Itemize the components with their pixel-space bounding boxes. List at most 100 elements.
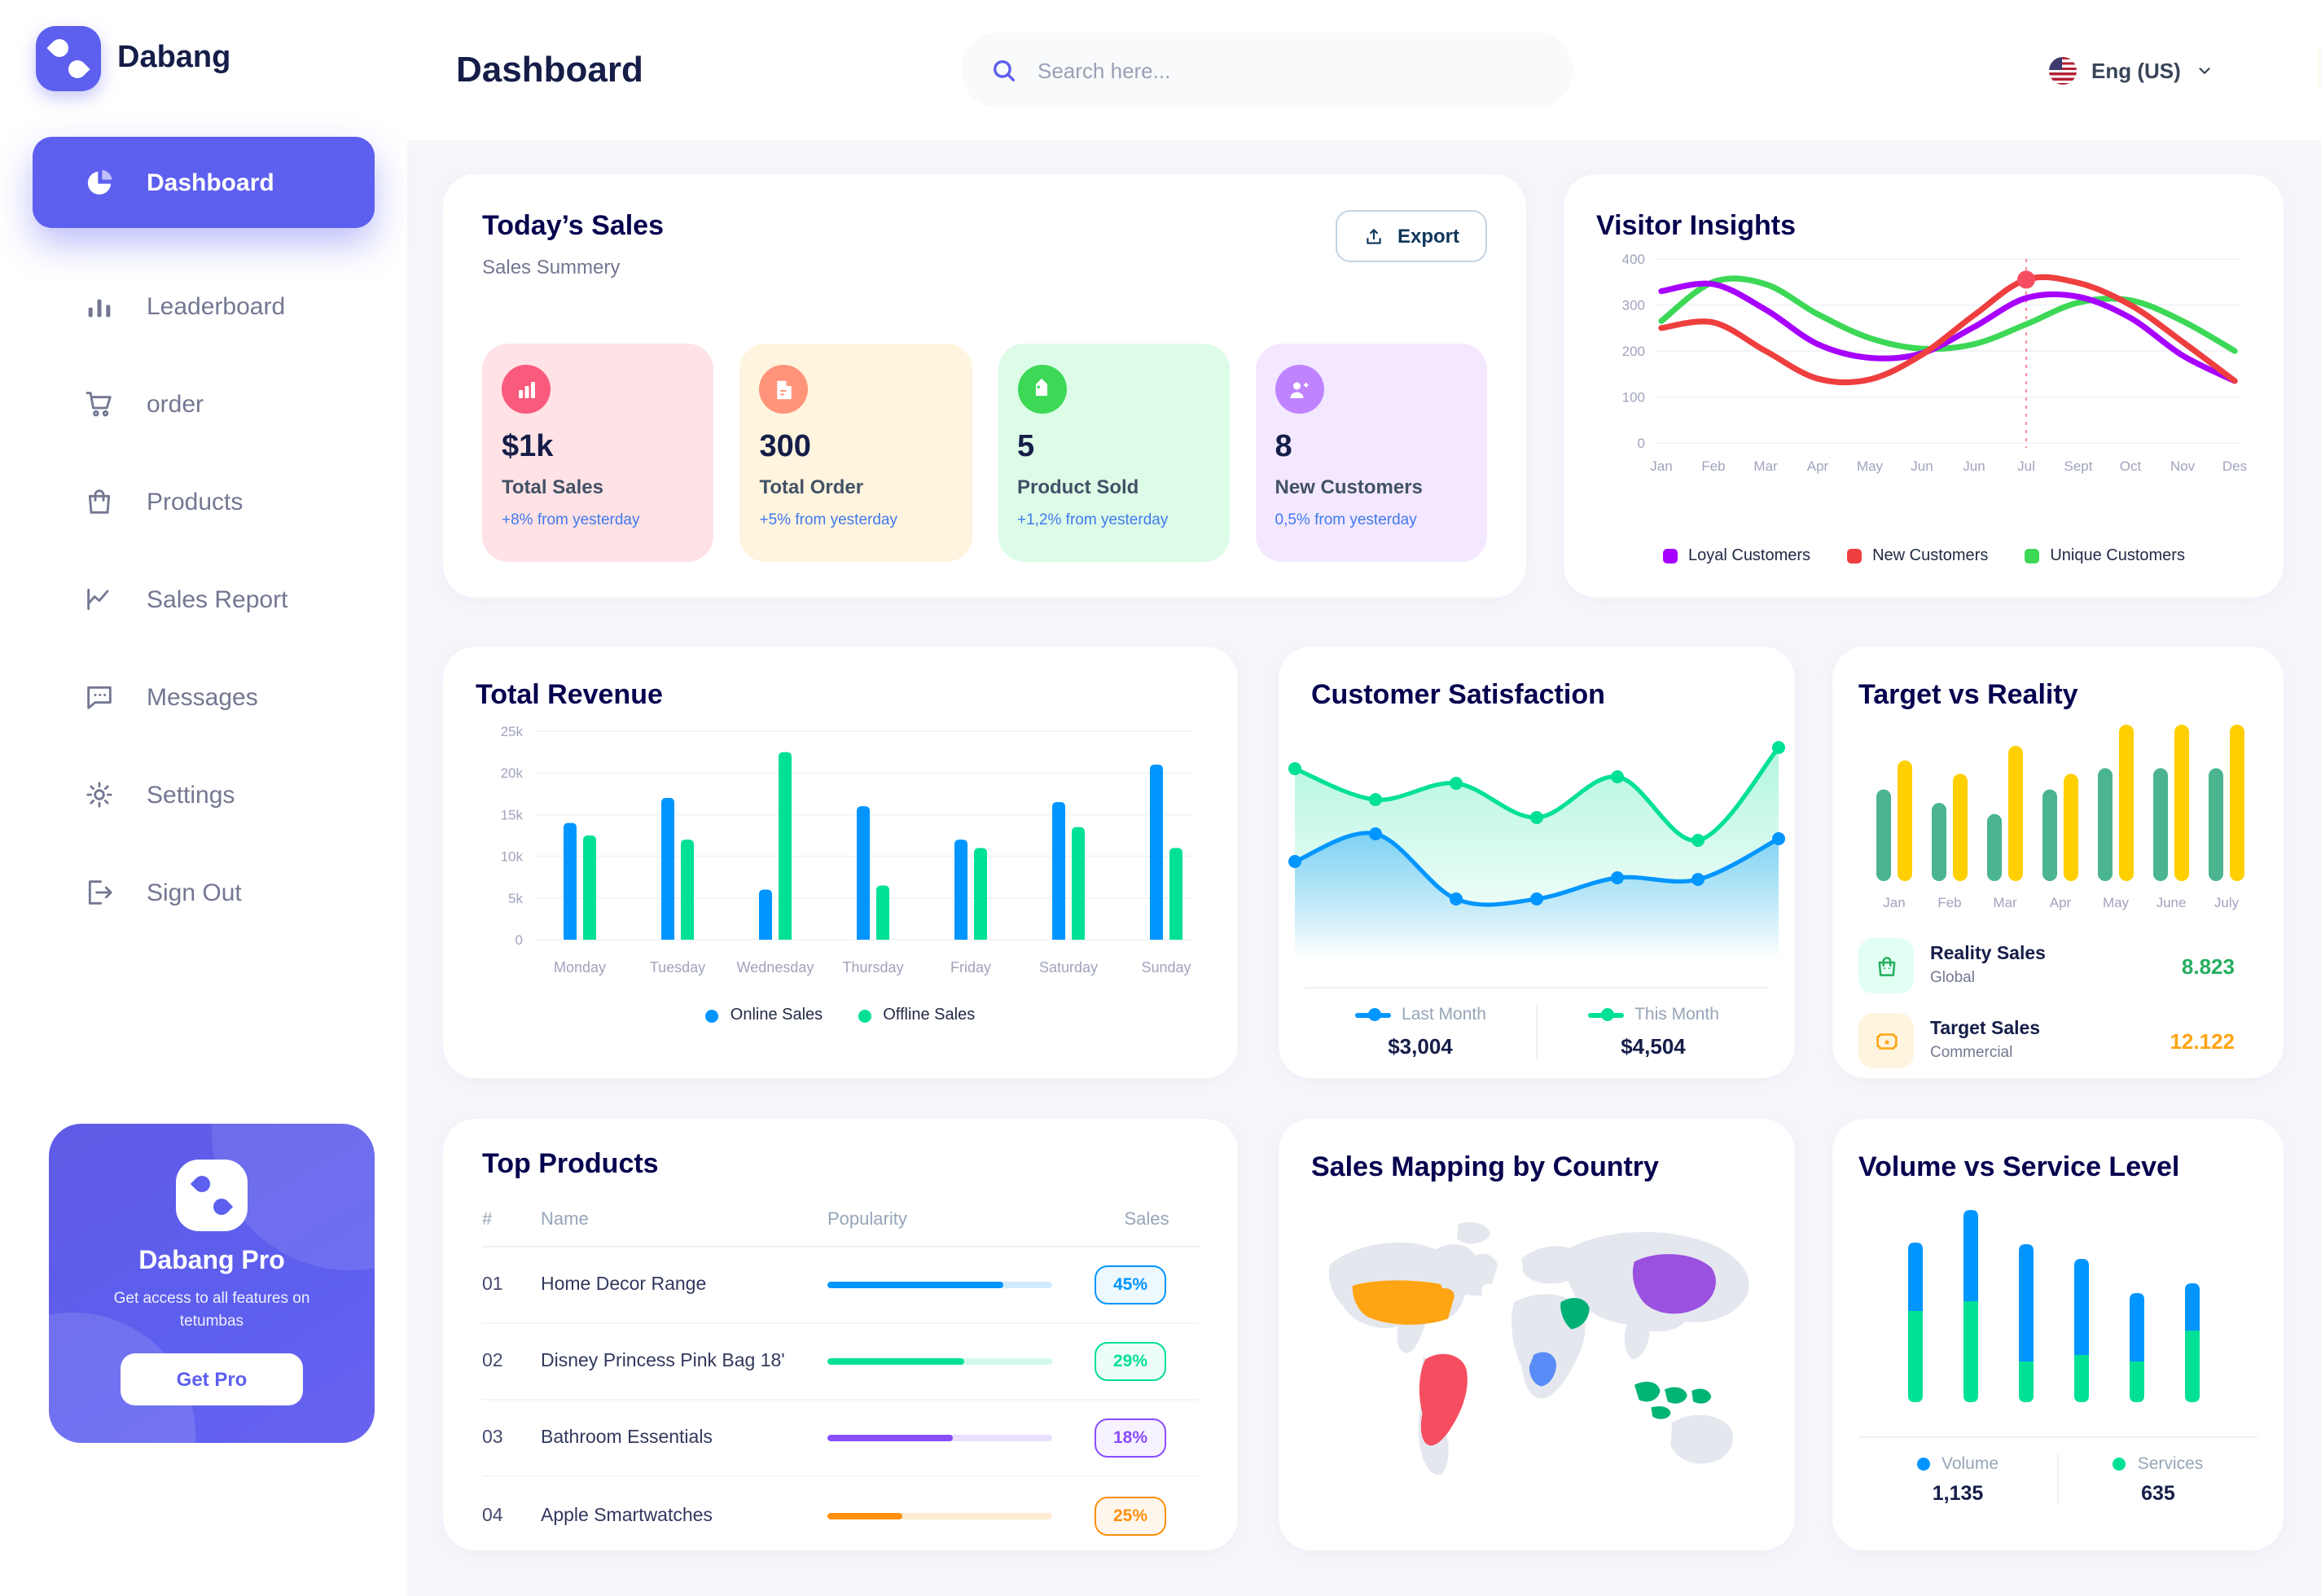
map-region-indonesia xyxy=(1634,1381,1712,1419)
top-products-table: # Name Popularity Sales 01 Home Decor Ra… xyxy=(482,1197,1199,1554)
export-button[interactable]: Export xyxy=(1335,210,1487,262)
pro-upgrade-card: Dabang Pro Get access to all features on… xyxy=(49,1124,375,1443)
stat-value: 8 xyxy=(1275,430,1292,464)
popularity-bar xyxy=(827,1512,1052,1519)
map-india xyxy=(1624,1322,1650,1360)
svg-text:Mar: Mar xyxy=(1993,895,2017,910)
line-chart-icon xyxy=(81,581,117,617)
sidebar-item-order[interactable]: order xyxy=(33,368,375,440)
visitor-insights-title: Visitor Insights xyxy=(1596,210,1796,241)
chat-bubble-icon xyxy=(81,679,117,715)
svg-text:Feb: Feb xyxy=(1937,895,1961,910)
language-selector[interactable]: Eng (US) xyxy=(2049,56,2214,84)
svg-text:15k: 15k xyxy=(501,807,524,822)
sidebar-item-sign-out[interactable]: Sign Out xyxy=(33,857,375,928)
table-header: # Name Popularity Sales xyxy=(482,1197,1199,1247)
svg-text:Feb: Feb xyxy=(1701,458,1725,474)
main-content: Today’s Sales Sales Summery Export $1k T… xyxy=(407,140,2321,1596)
svg-text:400: 400 xyxy=(1622,252,1645,267)
volume-service-legend: Volume 1,135 Services 635 xyxy=(1858,1436,2257,1505)
search-input[interactable] xyxy=(1034,56,1544,84)
stat-delta: +8% from yesterday xyxy=(502,511,640,529)
sidebar-item-products[interactable]: Products xyxy=(33,466,375,537)
legend-item: Loyal Customers xyxy=(1662,547,1810,565)
sidebar-item-messages[interactable]: Messages xyxy=(33,661,375,733)
stat-card-total-sales: $1k Total Sales +8% from yesterday xyxy=(482,344,714,562)
sidebar-item-label: Leaderboard xyxy=(147,292,286,320)
reality-sales-value: 8.823 xyxy=(2181,954,2235,978)
svg-text:Jan: Jan xyxy=(1650,458,1672,474)
legend-item: Last Month $3,004 xyxy=(1305,1005,1536,1059)
search-bar[interactable] xyxy=(961,33,1573,107)
svg-text:Nov: Nov xyxy=(2170,458,2196,474)
svg-text:Sept: Sept xyxy=(2064,458,2093,474)
customer-satisfaction-card: Customer Satisfaction Last Month $3, xyxy=(1279,647,1795,1078)
notifications-button[interactable] xyxy=(2318,36,2321,104)
user-plus-icon xyxy=(1275,365,1324,414)
bar-chart-icon xyxy=(81,288,117,324)
bar-chart-icon xyxy=(502,365,551,414)
pro-description: Get access to all features on tetumbas xyxy=(113,1290,310,1331)
total-revenue-title: Total Revenue xyxy=(476,679,663,710)
map-region-saudi-arabia xyxy=(1560,1298,1590,1330)
sidebar-item-settings[interactable]: Settings xyxy=(33,759,375,831)
target-vs-reality-chart: Jan Feb Mar Apr May June July xyxy=(1876,724,2244,910)
todays-sales-title: Today’s Sales xyxy=(482,210,664,241)
sign-out-icon xyxy=(81,875,117,910)
sidebar-item-leaderboard[interactable]: Leaderboard xyxy=(33,270,375,342)
visitor-insights-card: Visitor Insights 400 300 200 100 0 Jan Feb Mar A… xyxy=(1564,174,2284,598)
legend-item: This Month $4,504 xyxy=(1536,1005,1769,1059)
order-file-icon xyxy=(759,365,809,414)
popularity-bar xyxy=(827,1358,1052,1365)
svg-text:Monday: Monday xyxy=(554,959,606,976)
brand: Dabang xyxy=(0,0,407,91)
legend-item: Target Sales Commercial 12.122 xyxy=(1858,1013,2257,1068)
map-region-china xyxy=(1632,1254,1716,1314)
svg-text:0: 0 xyxy=(516,932,523,948)
stat-label: Product Sold xyxy=(1017,476,1139,498)
get-pro-button[interactable]: Get Pro xyxy=(121,1353,303,1405)
chevron-down-icon xyxy=(2199,67,2210,73)
sales-badge: 18% xyxy=(1095,1418,1166,1458)
svg-text:Jul: Jul xyxy=(2017,458,2035,474)
svg-text:Saturday: Saturday xyxy=(1039,959,1098,976)
gear-icon xyxy=(81,777,117,813)
shopping-cart-icon xyxy=(81,386,117,422)
sidebar-item-label: Settings xyxy=(147,781,235,809)
total-revenue-card: Total Revenue 0 5k 10k 15k 20k 25k Monday Tuesd… xyxy=(443,647,1238,1078)
stat-card-total-order: 300 Total Order +5% from yesterday xyxy=(739,344,972,562)
target-sales-value: 12.122 xyxy=(2170,1028,2235,1053)
legend-item: Volume 1,135 xyxy=(1858,1454,2057,1505)
svg-text:20k: 20k xyxy=(501,765,524,781)
volume-service-title: Volume vs Service Level xyxy=(1858,1151,2180,1182)
customer-satisfaction-title: Customer Satisfaction xyxy=(1311,679,1605,710)
sidebar-item-sales-report[interactable]: Sales Report xyxy=(33,563,375,635)
brand-logo-icon xyxy=(36,26,101,91)
stat-value: $1k xyxy=(502,430,554,464)
stat-label: Total Order xyxy=(759,476,864,498)
svg-text:Jun: Jun xyxy=(1911,458,1933,474)
popularity-bar xyxy=(827,1282,1052,1288)
total-revenue-legend: Online Sales Offline Sales xyxy=(476,1006,1205,1024)
svg-text:25k: 25k xyxy=(501,724,524,739)
sales-badge: 45% xyxy=(1095,1265,1166,1304)
search-icon xyxy=(990,56,1018,84)
customer-satisfaction-chart xyxy=(1288,741,1785,959)
todays-sales-subtitle: Sales Summery xyxy=(482,256,621,278)
language-label: Eng (US) xyxy=(2091,58,2181,82)
sidebar-item-label: Sign Out xyxy=(147,879,242,906)
svg-text:Thursday: Thursday xyxy=(842,959,903,976)
sales-badge: 29% xyxy=(1095,1342,1166,1381)
sidebar-item-dashboard[interactable]: Dashboard xyxy=(33,137,375,228)
target-vs-reality-card: Target vs Reality Jan Feb Mar Apr May June Jul… xyxy=(1832,647,2284,1078)
svg-text:Wednesday: Wednesday xyxy=(737,959,814,976)
stat-value: 5 xyxy=(1017,430,1035,464)
pie-chart-icon xyxy=(81,164,117,200)
this-month-total: $4,504 xyxy=(1621,1034,1686,1059)
map-australia xyxy=(1670,1414,1733,1464)
sidebar-item-label: Sales Report xyxy=(147,585,288,613)
map-region-usa xyxy=(1352,1280,1454,1325)
export-icon xyxy=(1367,228,1381,243)
tag-icon xyxy=(1017,365,1066,414)
